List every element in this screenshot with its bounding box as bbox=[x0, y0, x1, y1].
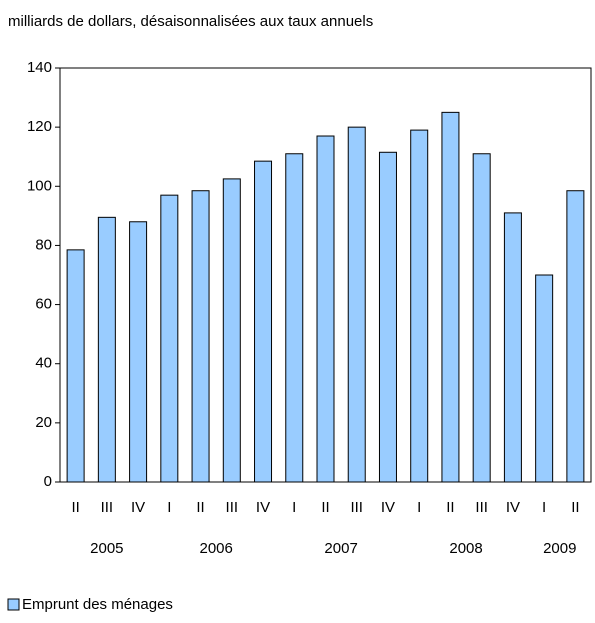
x-tick-label: I bbox=[292, 499, 296, 516]
x-tick-label: III bbox=[350, 499, 363, 516]
x-tick-label: II bbox=[446, 499, 454, 516]
bar bbox=[254, 160, 273, 483]
y-tick-label: 100 bbox=[27, 177, 52, 194]
chart-subtitle: milliards de dollars, désaisonnalisées a… bbox=[8, 13, 373, 30]
x-tick-label: IV bbox=[256, 499, 270, 516]
x-tick-label: I bbox=[542, 499, 546, 516]
bar bbox=[347, 126, 366, 483]
x-tick-label: III bbox=[226, 499, 239, 516]
bar bbox=[66, 249, 85, 483]
y-tick-label: 140 bbox=[27, 59, 52, 76]
bar bbox=[316, 135, 335, 483]
legend-swatch bbox=[7, 598, 20, 611]
x-group-label: 2005 bbox=[90, 540, 123, 557]
plot-frame bbox=[59, 67, 592, 483]
bar bbox=[441, 111, 460, 483]
x-tick-label: III bbox=[475, 499, 488, 516]
bar bbox=[222, 178, 241, 483]
y-tick-label: 40 bbox=[35, 355, 52, 372]
x-tick-label: I bbox=[417, 499, 421, 516]
bar bbox=[535, 274, 554, 483]
x-tick-label: II bbox=[321, 499, 329, 516]
bar bbox=[472, 153, 491, 483]
y-tick-label: 0 bbox=[44, 473, 52, 490]
x-tick-label: IV bbox=[381, 499, 395, 516]
bar bbox=[160, 194, 179, 483]
x-tick-label: II bbox=[196, 499, 204, 516]
x-tick-label: IV bbox=[131, 499, 145, 516]
bar bbox=[503, 212, 522, 483]
x-tick-label: I bbox=[167, 499, 171, 516]
y-tick-label: 20 bbox=[35, 414, 52, 431]
bar bbox=[129, 221, 148, 483]
x-group-label: 2008 bbox=[449, 540, 482, 557]
y-tick-label: 80 bbox=[35, 236, 52, 253]
x-tick-label: III bbox=[101, 499, 114, 516]
x-group-label: 2007 bbox=[324, 540, 357, 557]
bar bbox=[97, 216, 116, 483]
bar bbox=[566, 190, 585, 483]
x-group-label: 2006 bbox=[199, 540, 232, 557]
y-tick-label: 120 bbox=[27, 118, 52, 135]
x-tick-label: IV bbox=[506, 499, 520, 516]
y-tick-label: 60 bbox=[35, 296, 52, 313]
bar bbox=[191, 190, 210, 483]
x-tick-label: II bbox=[571, 499, 579, 516]
x-group-label: 2009 bbox=[543, 540, 576, 557]
bar bbox=[378, 151, 397, 483]
x-tick-label: II bbox=[71, 499, 79, 516]
bar bbox=[285, 153, 304, 483]
bar bbox=[410, 129, 429, 483]
legend-label: Emprunt des ménages bbox=[22, 596, 173, 613]
